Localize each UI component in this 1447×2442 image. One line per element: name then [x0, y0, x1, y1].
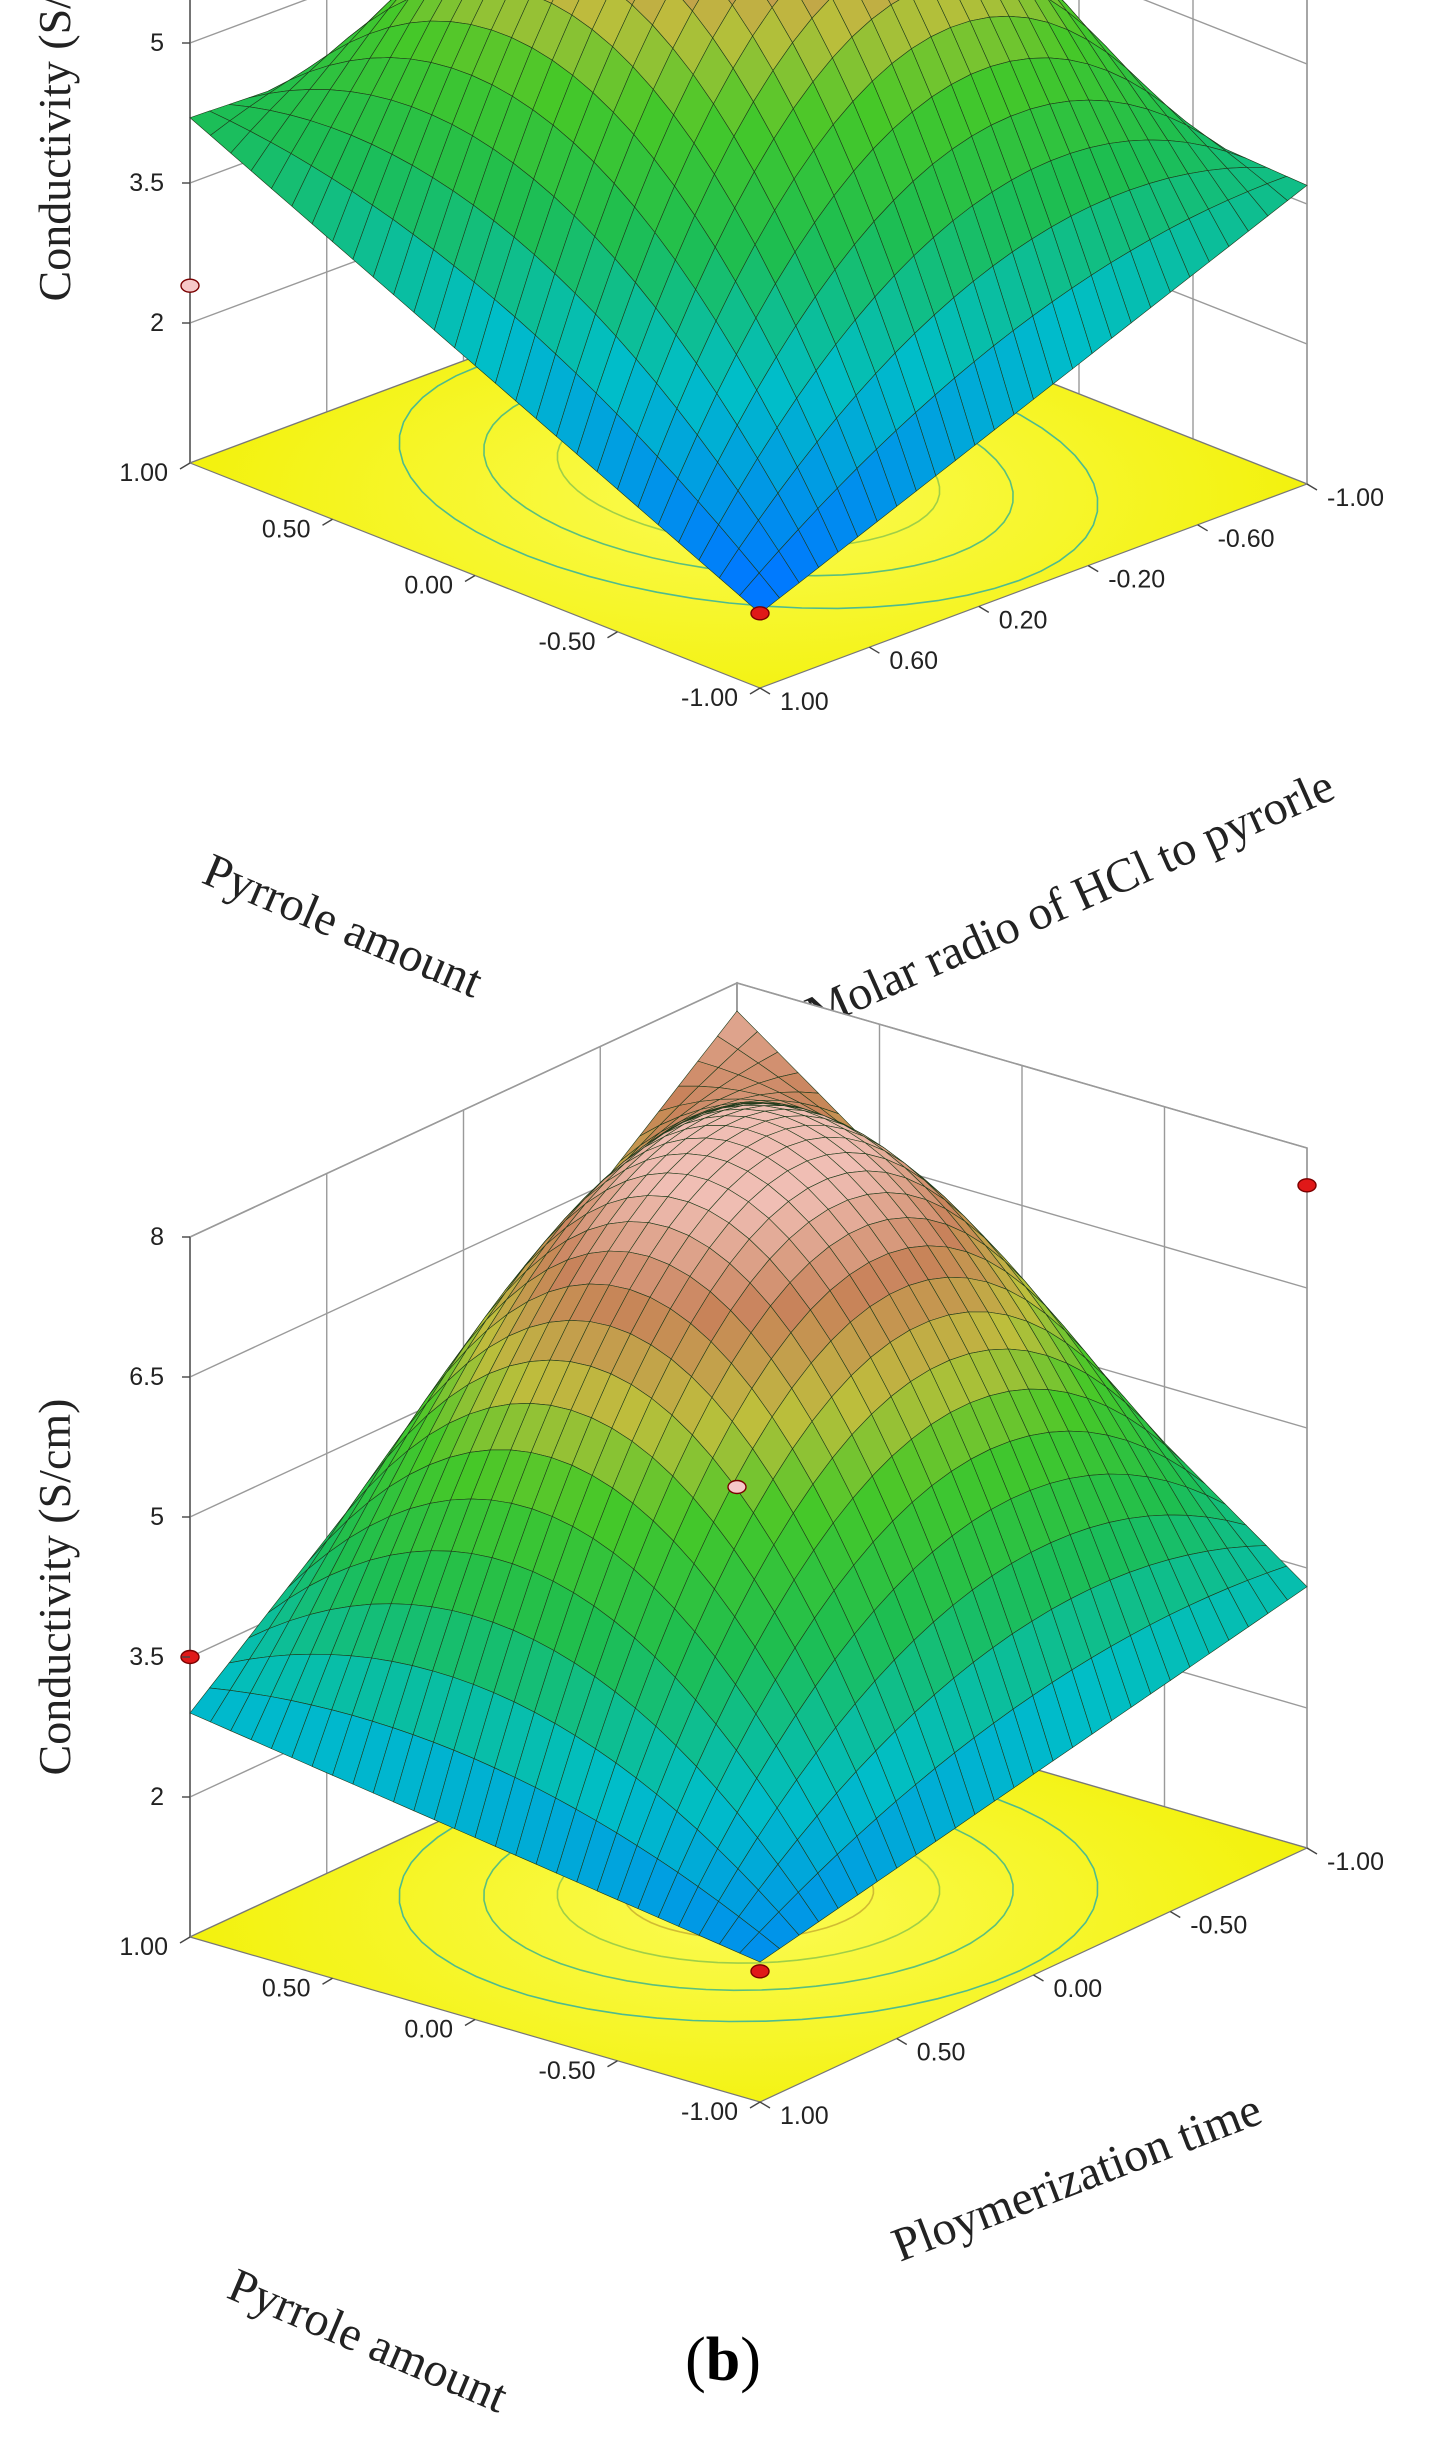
left-axis-tick-label: -0.50 — [539, 628, 596, 656]
right-axis-tick-label: -1.00 — [1327, 1848, 1384, 1876]
left-axis-tick-mark — [607, 631, 618, 639]
left-axis-tick-label: 1.00 — [119, 459, 168, 487]
z-tick-label: 3.5 — [129, 1643, 164, 1671]
z-tick-label: 8 — [150, 1223, 164, 1251]
right-axis-tick-mark — [1033, 1974, 1044, 1982]
left-axis-tick-label: 0.50 — [262, 1974, 311, 2002]
right-axis-tick-mark — [896, 2037, 908, 2046]
right-axis-tick-mark — [759, 687, 771, 695]
right-axis-tick-label: 0.50 — [917, 2039, 966, 2067]
right-axis-tick-label: -0.20 — [1108, 566, 1165, 594]
right-axis-tick-label: -0.50 — [1190, 1912, 1247, 1940]
design-point — [750, 1964, 770, 1979]
left-axis-tick-mark — [749, 687, 761, 695]
left-axis-tick-label: -1.00 — [681, 2098, 738, 2126]
left-axis-tick-mark — [464, 2018, 476, 2027]
surface-cell — [739, 1931, 781, 1963]
left-axis-tick-label: -0.50 — [539, 2057, 596, 2085]
z-axis-label: Conductivity (S/cm) — [29, 1399, 80, 1776]
panel-label-paren: ( — [685, 2326, 706, 2394]
right-axis-tick-label: 0.00 — [1054, 1975, 1103, 2003]
left-axis-tick-label: 1.00 — [119, 1933, 168, 1961]
right-axis-tick-label: 1.00 — [780, 2102, 829, 2130]
z-tick-label: 2 — [150, 1783, 164, 1811]
right-axis-tick-label: -1.00 — [1327, 484, 1384, 512]
right-axis-tick-mark — [1169, 1910, 1181, 1919]
response-surface — [189, 1010, 1308, 1963]
right-axis-label: Molar radio of HCl to pyrorle — [798, 759, 1342, 1040]
right-axis-tick-label: 0.60 — [889, 647, 938, 675]
chart-panel-b: 8 6.5 5 3.5 2 1.00 0.50 0.00 -0.50 -1.00 1.00 0.50 0… — [29, 981, 1384, 2424]
design-point — [180, 278, 200, 293]
left-axis-tick-mark — [179, 1936, 191, 1944]
response-surface — [189, 0, 1308, 614]
surface-cell — [388, 0, 407, 10]
left-axis-label: Pyrrole amount — [221, 2258, 516, 2423]
right-axis-tick-label: 0.20 — [999, 606, 1048, 634]
z-tick-label: 5 — [150, 1503, 164, 1531]
right-axis-tick-label: -0.60 — [1218, 525, 1275, 553]
right-axis-tick-mark — [1087, 564, 1099, 573]
left-axis-tick-label: 0.00 — [404, 2016, 453, 2044]
z-tick-label: 5 — [150, 29, 164, 57]
left-axis-tick-mark — [607, 2060, 618, 2068]
panel-label-paren: ) — [740, 2326, 761, 2394]
right-axis-label: Ploymerization time — [885, 2083, 1269, 2272]
left-axis-tick-mark — [322, 1977, 333, 1985]
right-axis-tick-mark — [1306, 1847, 1318, 1855]
design-point — [750, 606, 770, 621]
panel-label-letter: b — [706, 2326, 740, 2394]
z-tick-label: 3.5 — [129, 169, 164, 197]
design-point — [727, 1479, 747, 1495]
right-axis-tick-mark — [1197, 524, 1208, 532]
left-axis-tick-label: 0.00 — [404, 572, 453, 600]
left-axis-tick-label: 0.50 — [262, 515, 311, 543]
panel-label: (b) — [685, 2326, 761, 2394]
right-axis-tick-label: 1.00 — [780, 688, 829, 716]
z-tick-label: 2 — [150, 309, 164, 337]
z-tick-label: 6.5 — [129, 1363, 164, 1391]
right-axis-tick-mark — [1306, 483, 1318, 491]
right-axis-tick-mark — [869, 646, 880, 654]
left-axis-tick-mark — [179, 462, 191, 470]
right-axis-tick-mark — [759, 2101, 771, 2109]
left-axis-tick-mark — [322, 518, 333, 526]
design-point — [1297, 1178, 1317, 1193]
left-axis-tick-label: -1.00 — [681, 684, 738, 712]
z-axis-label: Conductivity (S/cm) — [29, 0, 80, 301]
chart-panel-a: 86.553.521.000.500.00-0.50-1.001.000.600… — [29, 0, 1384, 1124]
left-axis-label: Pyrrole amount — [196, 843, 491, 1008]
left-axis-tick-mark — [464, 574, 476, 583]
right-axis-tick-mark — [978, 605, 990, 614]
left-axis-tick-mark — [749, 2101, 761, 2109]
